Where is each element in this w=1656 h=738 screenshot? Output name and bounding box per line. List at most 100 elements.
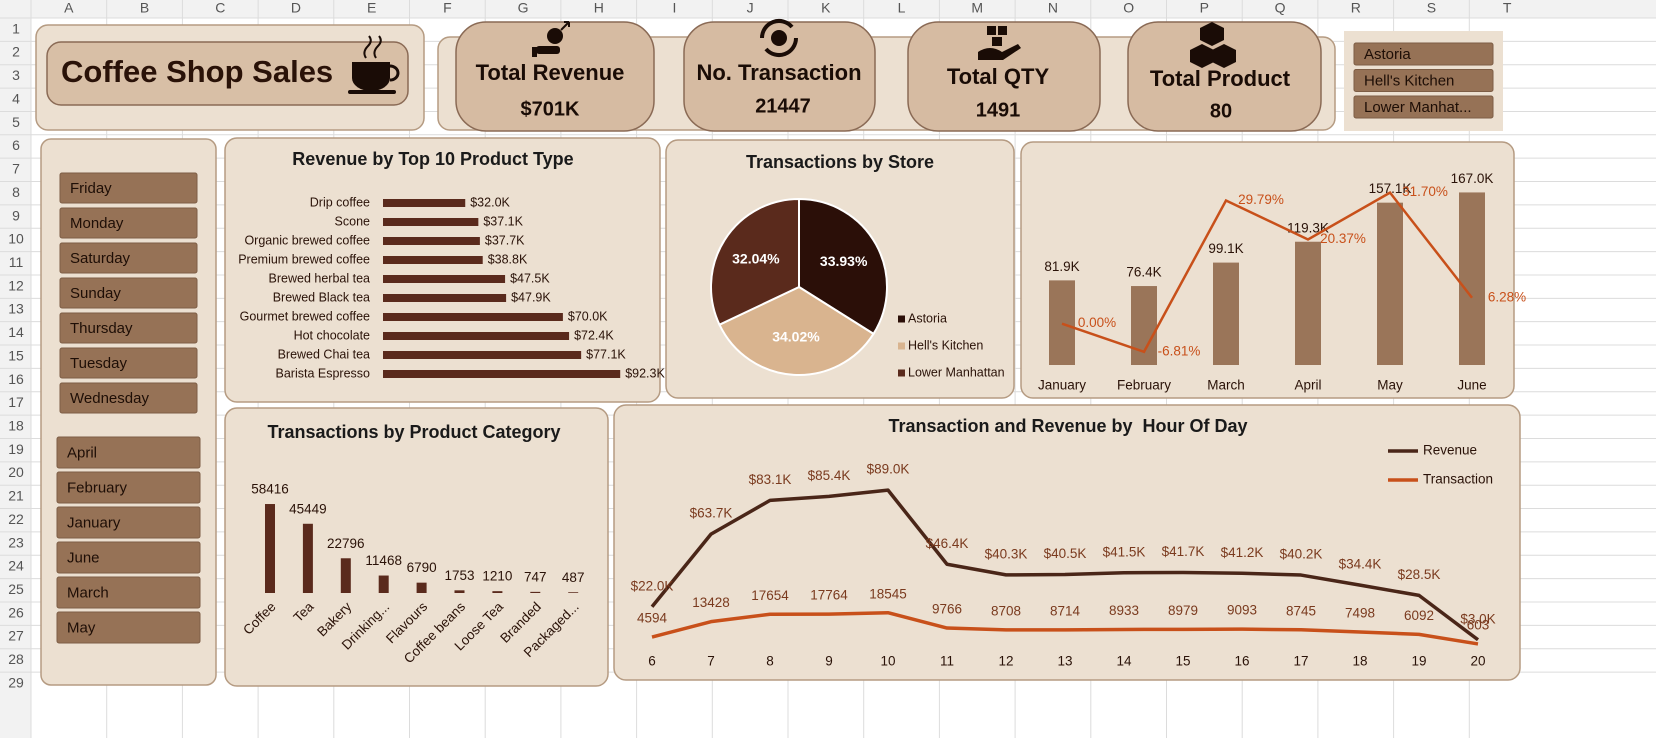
slicer-button[interactable] (59, 242, 198, 274)
slicer-button[interactable] (59, 172, 198, 204)
slicer-label[interactable]: Sunday (70, 285, 121, 302)
slicer-label[interactable]: January (67, 514, 121, 531)
value-label: $37.7K (485, 233, 525, 247)
row-header: 17 (8, 394, 24, 410)
bar (383, 332, 570, 340)
value-label: $22.0K (631, 578, 674, 593)
value-label: 20.37% (1320, 231, 1366, 246)
slicer-label[interactable]: June (67, 549, 100, 566)
row-header: 8 (12, 184, 20, 200)
x-tick-label: 8 (766, 654, 774, 669)
slicer-label[interactable]: Astoria (1364, 46, 1411, 63)
kpi-label: Total QTY (947, 64, 1050, 89)
slicer-button[interactable] (56, 436, 201, 469)
slicer-button[interactable] (1353, 69, 1494, 92)
revenue-icon (532, 21, 570, 57)
slicer-label[interactable]: Wednesday (70, 390, 149, 407)
column-header: N (1048, 0, 1058, 16)
row-header: 5 (12, 114, 20, 130)
slicer-label[interactable]: February (67, 479, 128, 496)
row-header: 11 (9, 254, 24, 270)
x-tick-label: 18 (1352, 654, 1367, 669)
value-label: 33.93% (820, 253, 868, 269)
row-header-bar (0, 0, 31, 738)
value-label: $47.5K (510, 271, 550, 285)
value-label: $41.5K (1103, 544, 1146, 559)
x-tick-label: January (1038, 378, 1086, 393)
column-header: J (747, 0, 754, 16)
bar (1459, 192, 1485, 365)
x-tick-label: April (1294, 378, 1321, 393)
value-label: $41.7K (1162, 544, 1205, 559)
category-label: Brewed Black tea (273, 290, 370, 304)
slicer-label[interactable]: Lower Manhat... (1364, 99, 1472, 116)
value-label: 6092 (1404, 608, 1434, 623)
value-label: $83.1K (749, 472, 792, 487)
row-header: 2 (12, 44, 20, 60)
slicer-button[interactable] (56, 611, 201, 644)
dashboard-title: Coffee Shop Sales (61, 54, 333, 89)
kpi-card (1127, 21, 1322, 132)
bar (416, 582, 427, 593)
value-label: 11468 (365, 553, 402, 568)
legend-label: Revenue (1423, 443, 1477, 458)
slicer-button[interactable] (56, 541, 201, 574)
column-header: E (367, 0, 376, 16)
kpi-value: $701K (521, 98, 580, 120)
slicer-button[interactable] (59, 207, 198, 239)
x-tick-label: March (1207, 378, 1245, 393)
kpi-value: 1491 (976, 99, 1021, 121)
value-label: $40.3K (985, 546, 1028, 561)
bar (383, 256, 483, 264)
slicer-label[interactable]: Monday (70, 215, 124, 232)
slicer-button[interactable] (56, 471, 201, 504)
kpi-card (907, 21, 1101, 132)
slicer-button[interactable] (56, 506, 201, 539)
row-header: 24 (8, 558, 24, 574)
row-header: 23 (8, 534, 24, 550)
bar (1295, 241, 1321, 365)
slicer-label[interactable]: Tuesday (70, 355, 127, 372)
value-label: $32.0K (470, 195, 510, 209)
slicer-button[interactable] (59, 312, 198, 344)
bar (265, 504, 275, 593)
slicer-label[interactable]: March (67, 584, 109, 601)
row-header: 25 (8, 581, 24, 597)
slicer-button[interactable] (1353, 95, 1494, 119)
column-header: D (291, 0, 301, 16)
slicer-label[interactable]: Saturday (70, 250, 131, 267)
value-label: 119.3K (1287, 220, 1329, 235)
value-label: 6790 (407, 560, 437, 575)
x-tick-label: 6 (648, 654, 656, 669)
kpi-value: 21447 (755, 95, 811, 117)
column-header: F (443, 0, 452, 16)
bar (378, 575, 389, 593)
value-label: 13428 (692, 595, 730, 610)
slicer-label[interactable]: Thursday (70, 320, 133, 337)
slicer-label[interactable]: Friday (70, 180, 112, 197)
x-tick-label: 15 (1175, 654, 1190, 669)
category-label: Barista Espresso (276, 366, 371, 380)
row-header: 16 (8, 371, 24, 387)
x-tick-label: May (1377, 378, 1403, 393)
chart-panel (613, 404, 1521, 681)
kpi-card (455, 21, 655, 132)
value-label: 22796 (327, 536, 365, 551)
slicer-label[interactable]: April (67, 444, 97, 461)
slicer-label[interactable]: Hell's Kitchen (1364, 72, 1454, 89)
row-header: 28 (8, 651, 24, 667)
slicer-button[interactable] (59, 382, 198, 414)
chart-title: Transaction and Revenue by Hour Of Day (888, 416, 1247, 436)
slicer-button[interactable] (59, 347, 198, 379)
column-header: P (1200, 0, 1209, 16)
cup-icon (348, 35, 400, 94)
slicer-button[interactable] (59, 277, 198, 309)
pie-slice (718, 285, 875, 376)
x-tick-label: 16 (1234, 654, 1249, 669)
slicer-label[interactable]: May (67, 619, 96, 636)
slicer-button[interactable] (1353, 42, 1494, 66)
row-header: 21 (8, 488, 24, 504)
slicer-button[interactable] (56, 576, 201, 609)
row-header: 3 (12, 67, 20, 83)
row-header: 14 (8, 324, 24, 340)
